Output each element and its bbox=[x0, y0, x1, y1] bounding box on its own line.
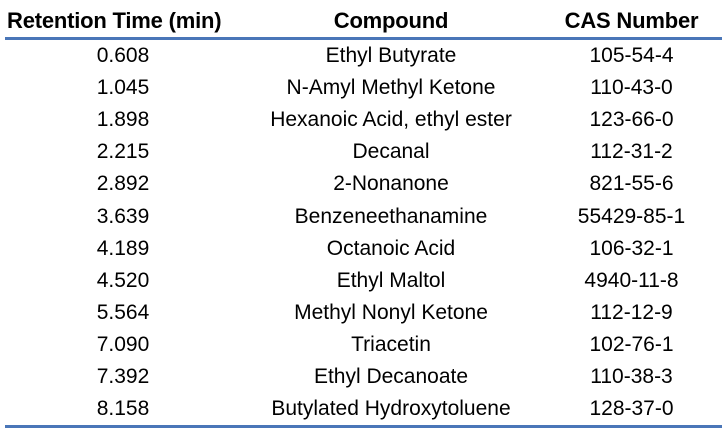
cell-compound: Benzeneethanamine bbox=[294, 204, 488, 228]
cell-retention-time: 2.215 bbox=[96, 140, 150, 164]
table-row: 4.189 Octanoic Acid 106-32-1 bbox=[5, 233, 722, 265]
cell-retention-time: 7.392 bbox=[96, 364, 150, 388]
cell-cas-number: 55429-85-1 bbox=[577, 204, 686, 228]
table-row: 1.045 N-Amyl Methyl Ketone 110-43-0 bbox=[5, 72, 722, 104]
cell-cas-number: 112-31-2 bbox=[590, 140, 673, 164]
table-row: 7.090 Triacetin 102-76-1 bbox=[5, 329, 722, 361]
cell-cas-number: 128-37-0 bbox=[541, 393, 722, 429]
cell-compound: Triacetin bbox=[351, 332, 431, 356]
cell-compound: Ethyl Maltol bbox=[336, 268, 446, 292]
table-row: 2.215 Decanal 112-31-2 bbox=[5, 136, 722, 168]
cell-cas-number: 105-54-4 bbox=[589, 44, 674, 68]
compound-table-container: Retention Time (min) Compound CAS Number… bbox=[5, 4, 722, 429]
table-row: 3.639 Benzeneethanamine 55429-85-1 bbox=[5, 200, 722, 232]
cell-retention-time: 5.564 bbox=[96, 300, 150, 324]
cell-retention-time: 8.158 bbox=[5, 393, 241, 429]
cell-cas-number: 110-38-3 bbox=[590, 364, 673, 388]
cell-compound: Methyl Nonyl Ketone bbox=[294, 300, 488, 324]
cell-compound: Ethyl Butyrate bbox=[325, 44, 457, 68]
header-retention-time: Retention Time (min) bbox=[5, 4, 241, 40]
cell-retention-time: 4.189 bbox=[96, 236, 150, 260]
cell-retention-time: 2.892 bbox=[96, 172, 150, 196]
table-row: 0.608 Ethyl Butyrate 105-54-4 bbox=[5, 39, 722, 73]
cell-compound: Hexanoic Acid, ethyl ester bbox=[270, 108, 512, 132]
cell-cas-number: 102-76-1 bbox=[589, 332, 674, 356]
cell-compound: Octanoic Acid bbox=[326, 236, 456, 260]
cell-retention-time: 7.090 bbox=[96, 332, 150, 356]
cell-cas-number: 110-43-0 bbox=[590, 76, 673, 100]
cell-cas-number: 106-32-1 bbox=[589, 236, 674, 260]
cell-retention-time: 4.520 bbox=[96, 268, 150, 292]
cell-cas-number: 4940-11-8 bbox=[584, 268, 679, 292]
table-row: 1.898 Hexanoic Acid, ethyl ester 123-66-… bbox=[5, 104, 722, 136]
table-row: 2.892 2-Nonanone 821-55-6 bbox=[5, 168, 722, 200]
table-row: 8.158 Butylated Hydroxytoluene 128-37-0 bbox=[5, 393, 722, 429]
table-row: 5.564 Methyl Nonyl Ketone 112-12-9 bbox=[5, 297, 722, 329]
table-body: 0.608 Ethyl Butyrate 105-54-4 1.045 N-Am… bbox=[5, 39, 722, 429]
compound-table: Retention Time (min) Compound CAS Number… bbox=[5, 4, 722, 429]
header-row: Retention Time (min) Compound CAS Number bbox=[5, 4, 722, 40]
cell-compound: N-Amyl Methyl Ketone bbox=[286, 76, 496, 100]
header-cas-number: CAS Number bbox=[541, 4, 722, 40]
cell-compound: Decanal bbox=[352, 140, 430, 164]
cell-compound: 2-Nonanone bbox=[333, 172, 449, 196]
cell-cas-number: 821-55-6 bbox=[589, 172, 674, 196]
cell-cas-number: 123-66-0 bbox=[589, 108, 674, 132]
cell-retention-time: 1.045 bbox=[96, 76, 150, 100]
table-header: Retention Time (min) Compound CAS Number bbox=[5, 4, 722, 40]
table-row: 4.520 Ethyl Maltol 4940-11-8 bbox=[5, 265, 722, 297]
table-row: 7.392 Ethyl Decanoate 110-38-3 bbox=[5, 361, 722, 393]
cell-retention-time: 1.898 bbox=[96, 108, 150, 132]
cell-retention-time: 0.608 bbox=[96, 44, 150, 68]
header-compound: Compound bbox=[241, 4, 541, 40]
cell-cas-number: 112-12-9 bbox=[590, 300, 673, 324]
cell-retention-time: 3.639 bbox=[96, 204, 150, 228]
cell-compound: Butylated Hydroxytoluene bbox=[241, 393, 541, 429]
cell-compound: Ethyl Decanoate bbox=[313, 364, 469, 388]
